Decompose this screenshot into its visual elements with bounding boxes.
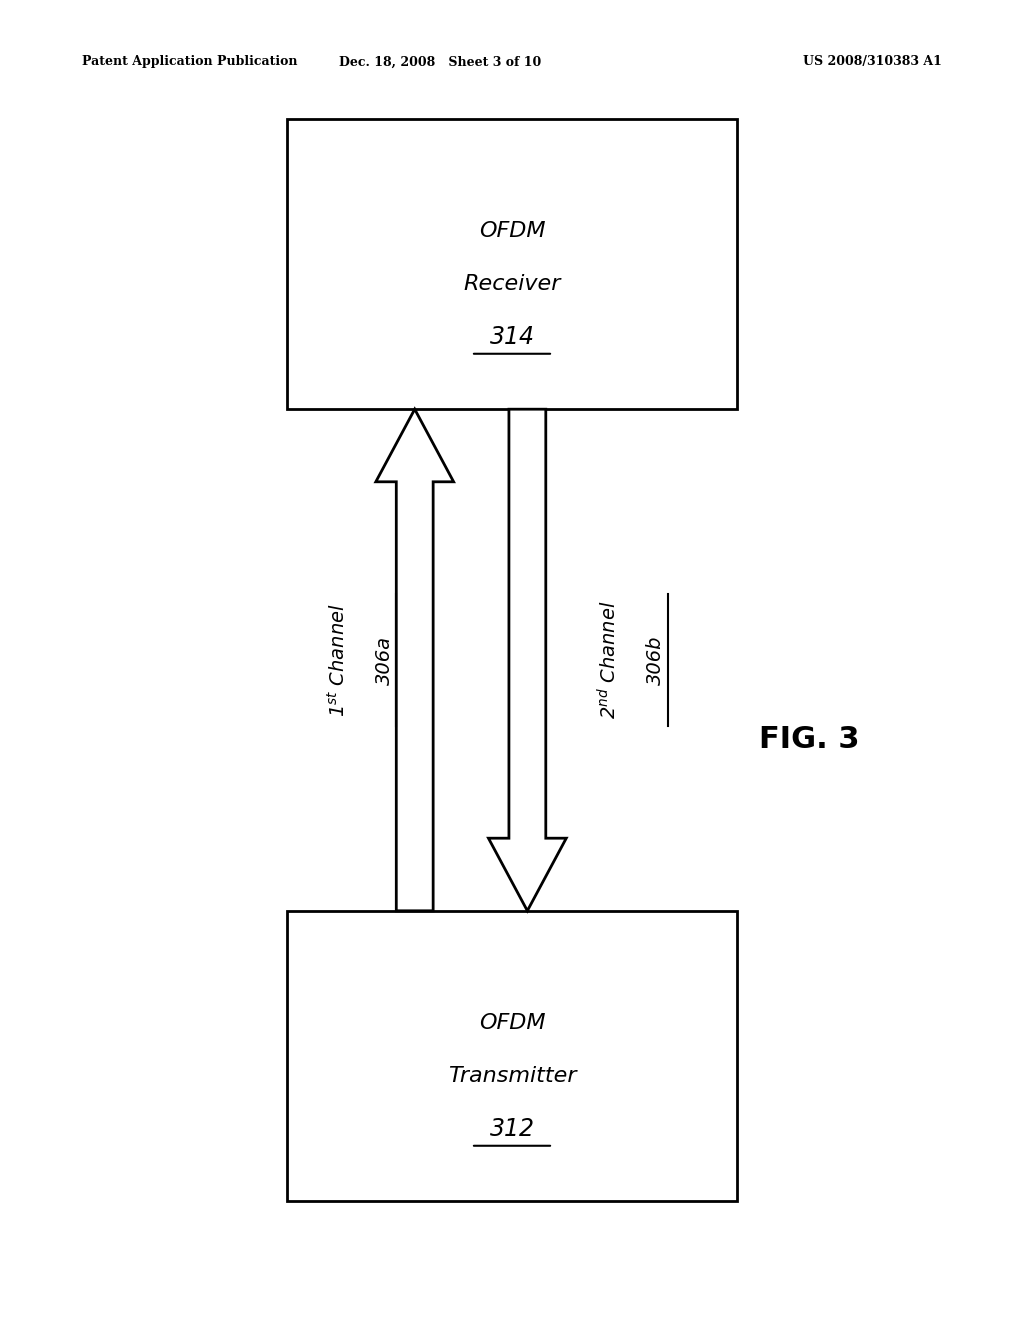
Text: 312: 312	[489, 1117, 535, 1140]
Text: 314: 314	[489, 325, 535, 348]
Text: Receiver: Receiver	[463, 273, 561, 294]
Text: 306a: 306a	[375, 635, 393, 685]
Text: Dec. 18, 2008   Sheet 3 of 10: Dec. 18, 2008 Sheet 3 of 10	[339, 55, 542, 69]
Text: 1$^{st}$ Channel: 1$^{st}$ Channel	[327, 603, 349, 717]
Polygon shape	[376, 409, 454, 911]
FancyBboxPatch shape	[287, 119, 737, 409]
Text: OFDM: OFDM	[478, 1012, 546, 1034]
Text: 2$^{nd}$ Channel: 2$^{nd}$ Channel	[598, 601, 621, 719]
Text: 306b: 306b	[646, 635, 665, 685]
Text: OFDM: OFDM	[478, 220, 546, 242]
Text: US 2008/310383 A1: US 2008/310383 A1	[803, 55, 942, 69]
Text: Transmitter: Transmitter	[447, 1065, 577, 1086]
Text: Patent Application Publication: Patent Application Publication	[82, 55, 297, 69]
FancyBboxPatch shape	[287, 911, 737, 1201]
Polygon shape	[488, 409, 566, 911]
Text: FIG. 3: FIG. 3	[759, 725, 859, 754]
